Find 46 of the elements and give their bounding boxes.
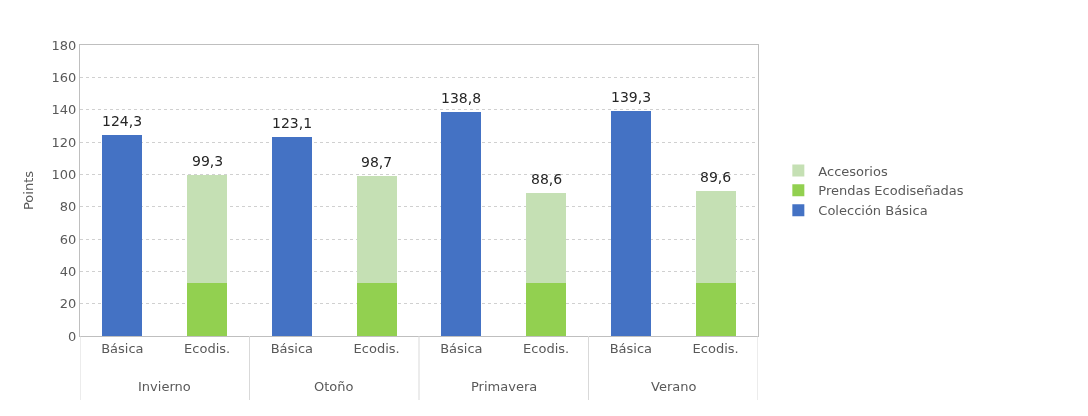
x-tick-label: Ecodis. [184,340,231,356]
bar [695,191,736,283]
y-tick-label: 140 [51,102,77,118]
bar [695,282,736,336]
y-axis-title: Points [20,170,36,211]
total-label: 139,3 [611,89,652,105]
total-label: 98,7 [361,154,393,170]
text: Primavera [471,379,538,394]
x-tick-label: Básica [440,340,483,356]
bar [356,282,397,336]
bar [441,111,482,336]
y-tick-label: 60 [59,231,77,247]
y-tick-label: 40 [59,263,77,279]
x-tick-label: Básica [270,340,314,356]
y-tick-label: 180 [51,37,77,53]
total-label: 138,8 [441,90,482,106]
bar [271,136,312,336]
legend-label: Colección Básica [818,203,928,219]
bar [610,110,651,336]
text: Invierno [138,379,191,394]
bar [187,175,228,283]
text: Verano [651,379,697,394]
x-tick-label: Ecodis. [353,340,400,356]
text: Otoño [314,379,354,394]
y-tick-label: 120 [51,134,77,150]
bar [102,135,143,336]
total-label: 88,6 [531,171,563,187]
total-label: 99,3 [192,153,224,169]
y-tick-label: 20 [59,296,77,312]
bar [526,282,567,336]
x-tick-label: Ecodis. [523,340,570,356]
legend-label: Accesorios [818,163,888,179]
y-tick-label: 0 [68,328,77,344]
legend-label: Prendas Ecodiseñadas [818,183,964,199]
total-label: 89,6 [700,169,732,185]
total-label: 124,3 [102,113,143,129]
x-tick-label: Ecodis. [692,340,739,356]
y-tick-label: 80 [59,199,77,215]
bar [356,176,397,283]
bar [187,282,228,336]
y-tick-label: 100 [51,166,77,182]
total-label: 123,1 [272,115,313,131]
x-tick-label: Básica [101,340,144,356]
y-tick-label: 160 [51,69,77,85]
bar [526,192,567,283]
x-tick-label: Básica [609,340,653,356]
